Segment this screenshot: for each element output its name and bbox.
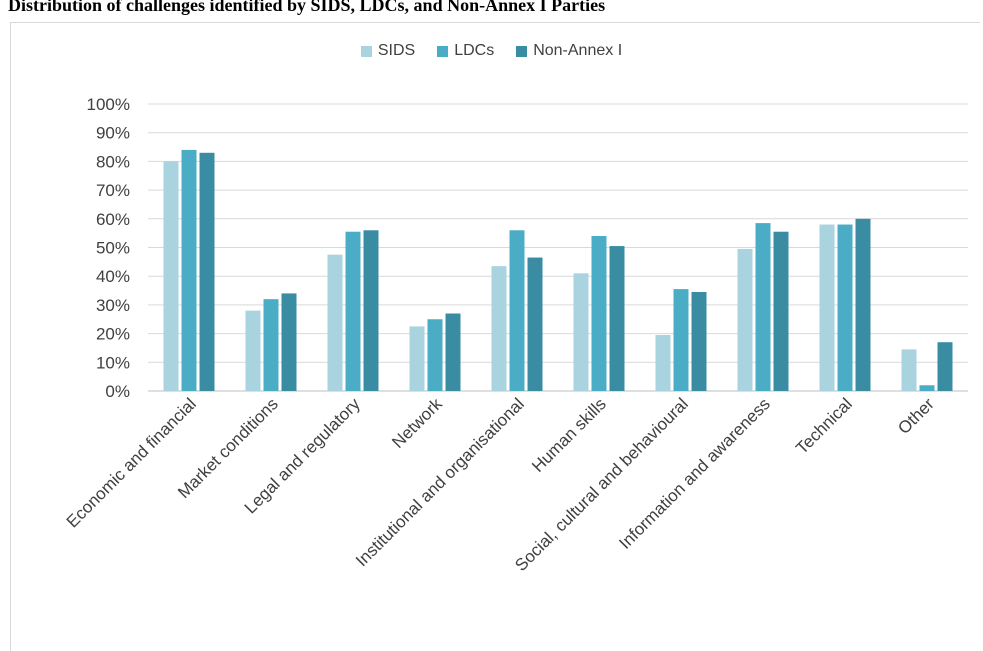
bar-sids <box>163 161 179 391</box>
legend: SIDS LDCs Non-Annex I <box>0 42 983 60</box>
bar-ldcs <box>919 385 935 391</box>
legend-item-ldcs: LDCs <box>437 42 494 60</box>
legend-swatch-non-annex-i <box>516 45 528 57</box>
x-category-label: Social, cultural and behavioural <box>511 394 692 575</box>
y-tick-label: 90% <box>96 124 130 143</box>
bar-non-annex-i <box>527 257 543 391</box>
x-category-label: Institutional and organisational <box>352 394 528 570</box>
y-tick-label: 30% <box>96 296 130 315</box>
legend-label-sids: SIDS <box>377 42 416 59</box>
legend-label-non-annex-i: Non-Annex I <box>533 42 623 59</box>
bar-sids <box>245 310 261 391</box>
legend-swatch-ldcs <box>437 45 449 57</box>
bar-sids <box>573 273 589 391</box>
y-tick-label: 60% <box>96 210 130 229</box>
x-category-label: Technical <box>792 394 856 458</box>
bar-sids <box>655 335 671 391</box>
x-category-label: Other <box>894 394 938 438</box>
bar-ldcs <box>591 236 607 391</box>
bar-ldcs <box>427 319 443 391</box>
bar-ldcs <box>181 149 197 391</box>
y-tick-label: 50% <box>96 239 130 258</box>
bar-non-annex-i <box>691 291 707 391</box>
bar-ldcs <box>755 223 771 391</box>
bar-non-annex-i <box>363 230 379 391</box>
y-tick-label: 40% <box>96 267 130 286</box>
bar-sids <box>901 349 917 391</box>
x-category-label: Human skills <box>528 394 610 476</box>
x-category-label: Network <box>388 394 446 452</box>
bar-ldcs <box>673 289 689 391</box>
bar-non-annex-i <box>855 218 871 391</box>
x-category-label: Economic and financial <box>63 394 200 531</box>
bar-sids <box>737 248 753 391</box>
bar-ldcs <box>345 231 361 391</box>
chart-frame <box>10 22 980 651</box>
bar-sids <box>491 266 507 391</box>
legend-item-sids: SIDS <box>360 42 416 60</box>
bar-ldcs <box>837 224 853 391</box>
bar-non-annex-i <box>445 313 461 391</box>
legend-label-ldcs: LDCs <box>454 42 495 59</box>
bar-non-annex-i <box>773 231 789 391</box>
legend-item-non-annex-i: Non-Annex I <box>516 42 622 60</box>
bar-sids <box>819 224 835 391</box>
bar-sids <box>327 254 343 391</box>
bar-non-annex-i <box>199 152 215 391</box>
x-category-label: Information and awareness <box>615 394 773 552</box>
bar-ldcs <box>263 299 279 391</box>
bar-sids <box>409 326 425 391</box>
y-tick-label: 10% <box>96 353 130 372</box>
bar-non-annex-i <box>609 246 625 391</box>
y-tick-label: 0% <box>105 382 130 401</box>
y-tick-label: 20% <box>96 325 130 344</box>
y-tick-label: 70% <box>96 181 130 200</box>
bar-ldcs <box>509 230 525 391</box>
y-tick-label: 100% <box>87 95 130 114</box>
y-tick-label: 80% <box>96 152 130 171</box>
bar-non-annex-i <box>281 293 297 391</box>
legend-swatch-sids <box>360 45 372 57</box>
chart-title: Distribution of challenges identified by… <box>8 0 606 15</box>
bar-non-annex-i <box>937 342 953 391</box>
